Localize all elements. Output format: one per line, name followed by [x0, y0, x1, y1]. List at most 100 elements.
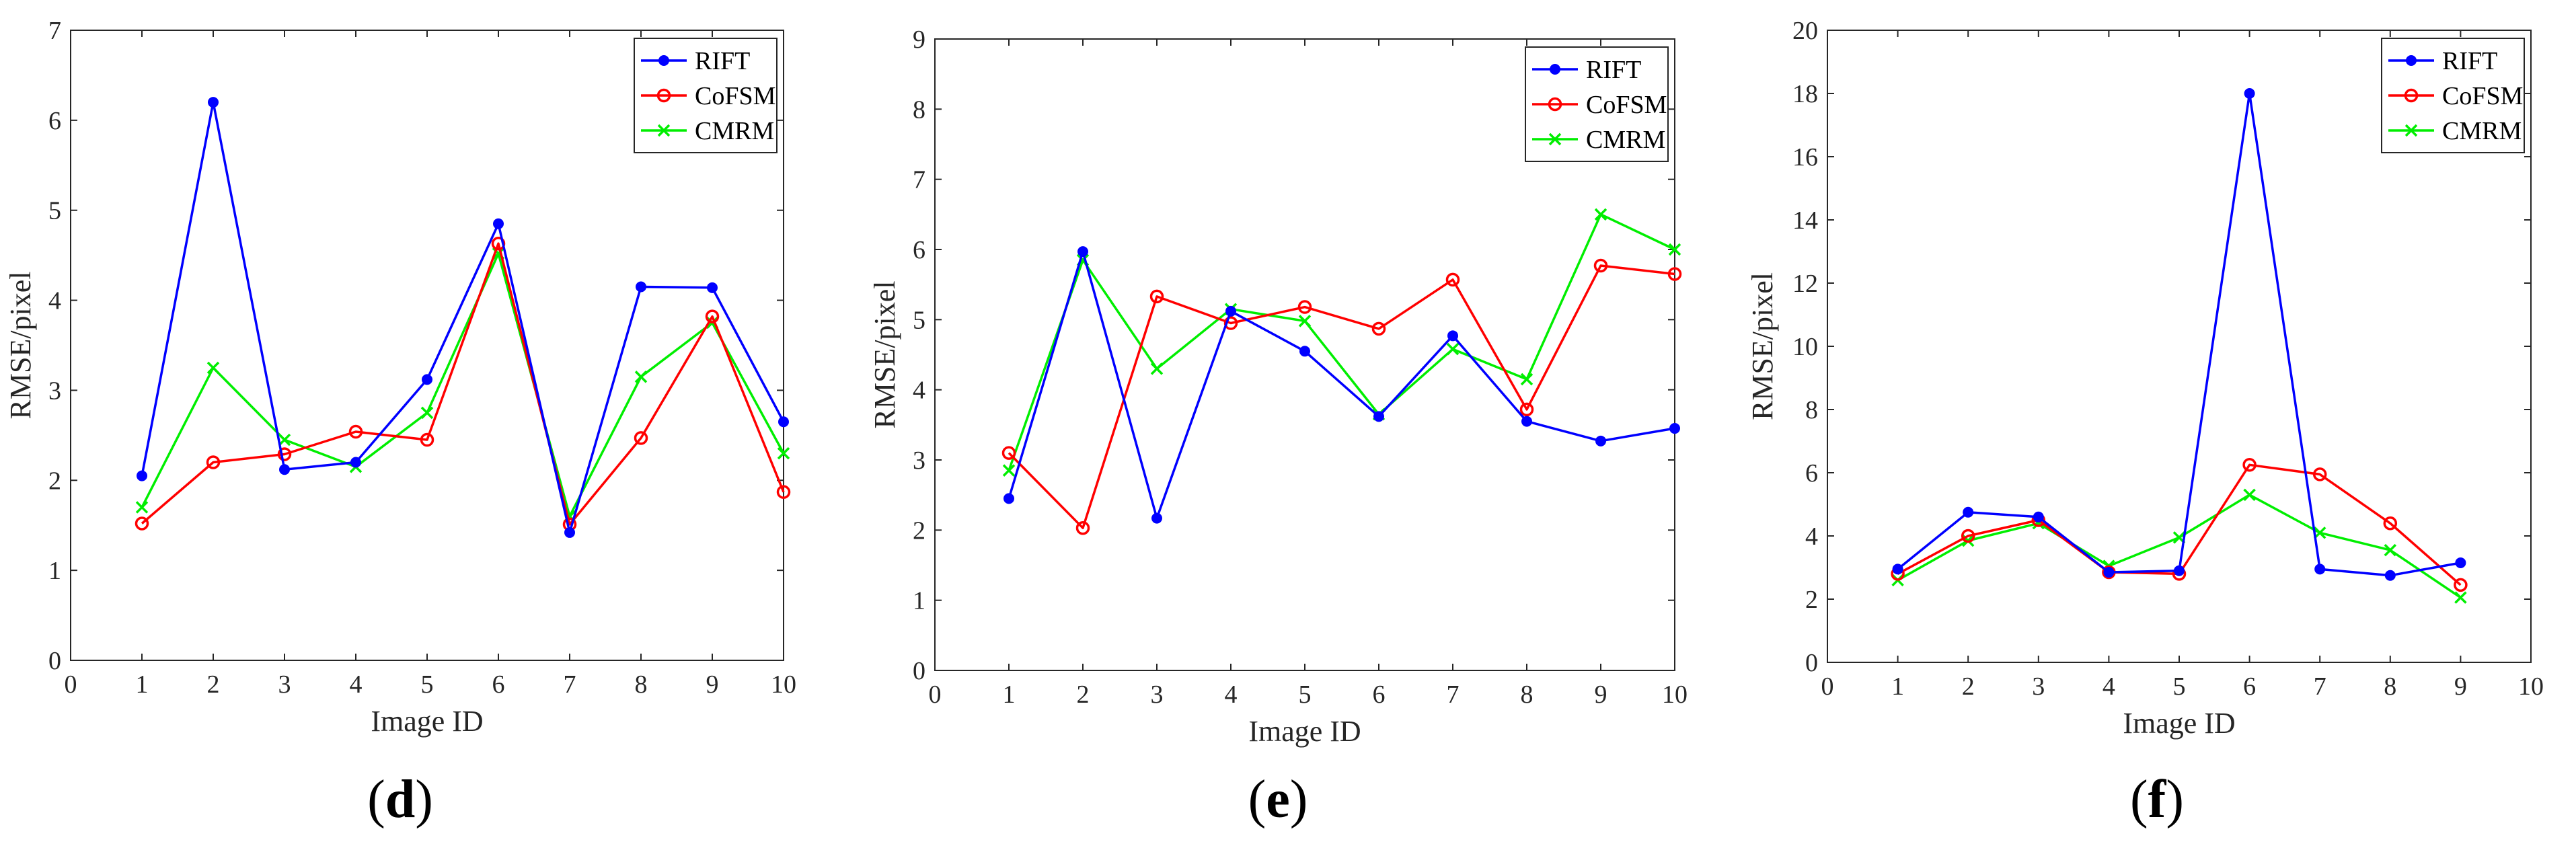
x-tick-label: 5 — [2173, 672, 2186, 701]
data-point-rift — [279, 464, 290, 475]
data-point-rift — [778, 416, 789, 428]
y-tick-label: 6 — [48, 107, 61, 135]
panel-label: (d) — [367, 770, 433, 829]
chart-panel-d: 0 1 2 3 4 5 6 7 8 9 10 0 1 2 3 4 5 6 7 Image ID RMSE/pixel RI… — [4, 17, 796, 829]
legend-label-cmrm: CMRM — [695, 117, 774, 145]
legend-label-cofsm: CoFSM — [2442, 82, 2523, 110]
panel-label: (f) — [2130, 770, 2184, 829]
data-point-cofsm — [1667, 267, 1682, 281]
y-tick-label: 1 — [48, 557, 61, 585]
data-point-rift — [2455, 557, 2466, 568]
x-tick-label: 2 — [207, 670, 220, 699]
legend-marker-cmrm — [657, 124, 671, 137]
y-tick-label: 4 — [913, 377, 925, 405]
y-tick-label: 12 — [1792, 270, 1818, 298]
data-point-cmrm — [1668, 243, 1681, 256]
data-point-cmrm — [1150, 362, 1164, 375]
data-point-rift — [2033, 511, 2044, 522]
series-line-cmrm — [141, 252, 785, 518]
x-tick-label: 1 — [1003, 681, 1016, 709]
legend: RIFT CoFSM CMRM — [634, 38, 778, 153]
data-point-rift — [636, 281, 646, 293]
panel-label: (e) — [1248, 770, 1308, 829]
series-line-rift — [1008, 250, 1675, 520]
data-point-cofsm — [206, 455, 221, 469]
x-tick-label: 7 — [564, 670, 576, 699]
data-point-cmrm — [1298, 315, 1312, 327]
data-point-cofsm — [135, 516, 149, 531]
data-point-cofsm — [1593, 258, 1608, 273]
x-tick-label: 6 — [2243, 672, 2256, 701]
y-tick-label: 5 — [48, 197, 61, 225]
y-tick-label: 6 — [1805, 459, 1818, 488]
data-point-rift — [1151, 512, 1162, 524]
data-point-rift — [1521, 416, 1532, 427]
series-rift — [1892, 88, 2466, 581]
legend-label-rift: RIFT — [1586, 56, 1641, 84]
y-tick-label: 2 — [1805, 586, 1818, 614]
series-line-cmrm — [1008, 213, 1675, 471]
data-point-cmrm — [1520, 373, 1533, 386]
data-point-rift — [2384, 570, 2396, 581]
data-point-rift — [1892, 564, 1903, 575]
y-tick-label: 7 — [913, 166, 925, 194]
data-point-cofsm — [2383, 516, 2398, 531]
legend-label-cmrm: CMRM — [1586, 126, 1665, 154]
data-point-cmrm — [777, 447, 790, 460]
legend-label-cofsm: CoFSM — [1586, 91, 1667, 119]
y-tick-label: 20 — [1792, 17, 1818, 45]
legend-marker-cmrm — [2404, 124, 2418, 137]
data-point-rift — [422, 374, 432, 385]
y-tick-label: 18 — [1792, 80, 1818, 108]
data-point-cofsm — [2242, 458, 2257, 472]
data-point-cofsm — [1297, 300, 1312, 314]
data-point-rift — [1669, 423, 1680, 434]
y-axis-title: RMSE/pixel — [1746, 272, 1779, 420]
data-point-cofsm — [1519, 402, 1534, 417]
y-tick-label: 0 — [1805, 649, 1818, 677]
data-point-cmrm — [2313, 527, 2326, 539]
x-tick-label: 8 — [635, 670, 648, 699]
data-point-rift — [1595, 435, 1606, 447]
data-point-rift — [1447, 330, 1458, 342]
legend-marker-cmrm — [1548, 132, 1562, 146]
y-tick-label: 4 — [1805, 522, 1818, 551]
x-tick-label: 3 — [1151, 681, 1164, 709]
data-point-cofsm — [634, 431, 648, 445]
y-tick-label: 8 — [913, 95, 925, 124]
x-tick-label: 10 — [771, 670, 796, 699]
data-point-cofsm — [1961, 529, 1975, 543]
data-point-cmrm — [2243, 488, 2256, 502]
x-tick-label: 1 — [136, 670, 149, 699]
series-line-cofsm — [1008, 264, 1675, 529]
series-rift — [137, 97, 789, 538]
y-tick-label: 0 — [913, 657, 925, 685]
x-tick-label: 9 — [2454, 672, 2467, 701]
x-tick-label: 8 — [2384, 672, 2396, 701]
legend: RIFT CoFSM CMRM — [2381, 38, 2525, 153]
data-point-rift — [564, 527, 575, 538]
data-point-cmrm — [1002, 464, 1016, 477]
y-axis-title: RMSE/pixel — [4, 271, 37, 419]
x-tick-label: 6 — [492, 670, 505, 699]
legend-marker-rift — [2406, 55, 2417, 66]
x-tick-label: 2 — [1962, 672, 1975, 701]
x-tick-label: 0 — [65, 670, 77, 699]
data-point-cofsm — [1075, 520, 1090, 535]
data-point-cmrm — [1594, 208, 1607, 221]
y-tick-label: 1 — [913, 587, 925, 615]
series-line-cofsm — [141, 242, 785, 526]
data-point-rift — [208, 97, 219, 108]
series-cofsm — [135, 236, 791, 532]
data-point-rift — [2174, 565, 2185, 576]
data-point-rift — [1299, 346, 1310, 357]
y-tick-label: 3 — [913, 447, 925, 475]
data-point-cofsm — [1149, 289, 1164, 304]
data-point-rift — [1963, 506, 1974, 518]
x-tick-label: 4 — [1225, 681, 1238, 709]
data-point-cmrm — [634, 371, 648, 383]
x-axis-title: Image ID — [1248, 715, 1361, 748]
x-tick-label: 7 — [1447, 681, 1460, 709]
